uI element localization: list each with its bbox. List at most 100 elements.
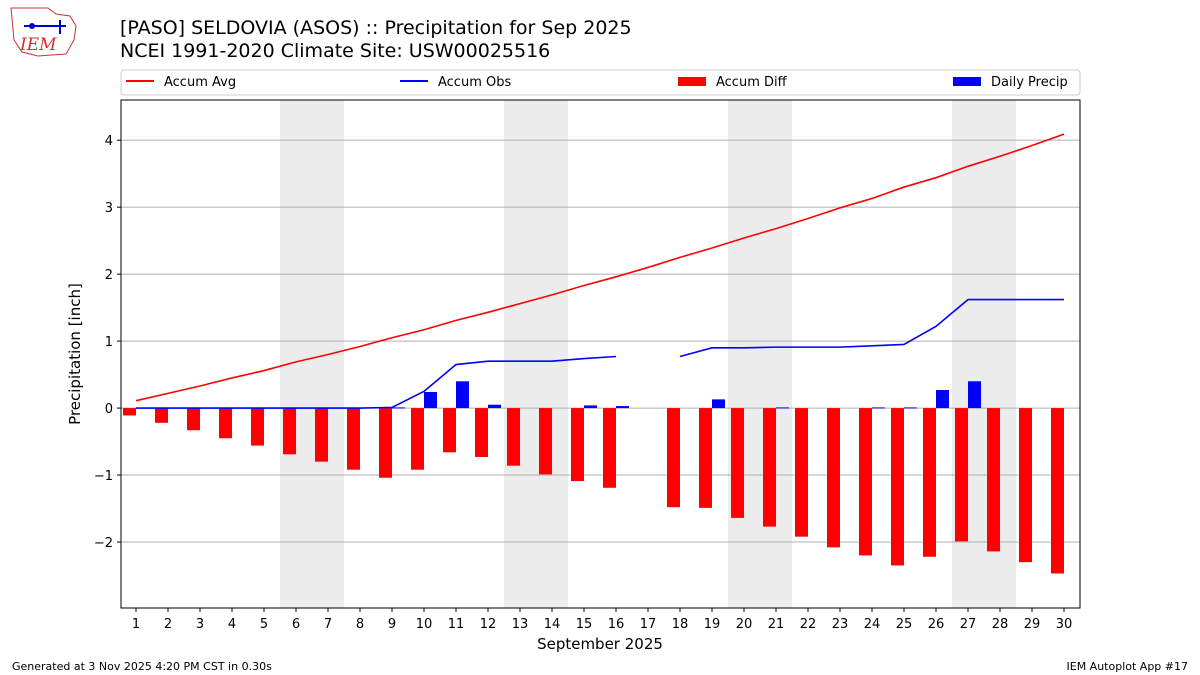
x-tick-label: 8	[356, 617, 364, 632]
accum-obs-line	[136, 355, 617, 409]
x-tick-label: 3	[196, 617, 204, 632]
legend-swatch	[953, 77, 981, 86]
daily-precip-bar	[968, 381, 981, 409]
daily-precip-bar	[904, 407, 917, 409]
weekend-shade	[728, 100, 792, 608]
accum-diff-bar	[891, 408, 904, 566]
accum-diff-bar	[379, 408, 392, 478]
y-axis-label: Precipitation [inch]	[66, 283, 84, 425]
daily-precip-bar	[392, 407, 405, 409]
accum-diff-bar	[411, 408, 424, 470]
y-tick-label: 4	[105, 134, 113, 149]
y-tick-label: 1	[105, 335, 113, 350]
daily-precip-bar	[776, 407, 789, 409]
iem-logo: IEM	[8, 6, 80, 62]
x-tick-label: 13	[512, 617, 529, 632]
app-credit: IEM Autoplot App #17	[1066, 660, 1189, 673]
chart-subtitle: NCEI 1991-2020 Climate Site: USW00025516	[120, 40, 551, 62]
x-tick-label: 14	[544, 617, 561, 632]
x-tick-label: 19	[704, 617, 721, 632]
accum-diff-bar	[571, 408, 584, 482]
x-tick-label: 23	[832, 617, 849, 632]
accum-diff-bar	[827, 408, 840, 548]
weekend-shade	[504, 100, 568, 608]
daily-precip-bar	[872, 407, 885, 409]
x-tick-label: 2	[164, 617, 172, 632]
x-tick-label: 24	[864, 617, 881, 632]
accum-diff-bar	[763, 408, 776, 527]
x-tick-label: 26	[928, 617, 945, 632]
daily-precip-bar	[712, 399, 725, 409]
accum-diff-bar	[603, 408, 616, 488]
accum-avg-line	[135, 133, 1065, 402]
legend	[120, 69, 1081, 96]
legend-label: Accum Avg	[164, 75, 236, 90]
accum-diff-bar	[923, 408, 936, 557]
x-tick-label: 9	[388, 617, 396, 632]
accum-diff-bar	[699, 408, 712, 508]
x-tick-label: 4	[228, 617, 236, 632]
accum-diff-bar	[795, 408, 808, 537]
daily-precip-bar	[456, 381, 469, 409]
x-tick-label: 5	[260, 617, 268, 632]
x-tick-label: 15	[576, 617, 593, 632]
legend-label: Accum Obs	[438, 75, 511, 90]
chart-title: [PASO] SELDOVIA (ASOS) :: Precipitation …	[120, 17, 632, 39]
x-tick-label: 12	[480, 617, 497, 632]
y-tick-label: −2	[94, 536, 113, 551]
accum-diff-bar	[507, 408, 520, 466]
x-tick-label: 28	[992, 617, 1009, 632]
accum-diff-bar	[123, 408, 136, 416]
accum-diff-bar	[667, 408, 680, 508]
x-axis-label: September 2025	[537, 635, 663, 653]
x-tick-label: 7	[324, 617, 332, 632]
x-tick-label: 30	[1056, 617, 1073, 632]
x-tick-label: 18	[672, 617, 689, 632]
accum-diff-bar	[155, 408, 168, 423]
accum-diff-bar	[347, 408, 360, 470]
generated-note: Generated at 3 Nov 2025 4:20 PM CST in 0…	[12, 660, 272, 673]
legend-swatch	[678, 77, 706, 86]
y-tick-label: −1	[94, 469, 113, 484]
x-tick-label: 22	[800, 617, 817, 632]
x-tick-label: 16	[608, 617, 625, 632]
accum-diff-bar	[283, 408, 296, 455]
x-tick-label: 17	[640, 617, 657, 632]
accum-diff-bar	[859, 408, 872, 556]
accum-diff-bar	[443, 408, 456, 453]
accum-diff-bar	[251, 408, 264, 446]
daily-precip-bar	[424, 392, 437, 409]
x-tick-label: 1	[132, 617, 140, 632]
accum-diff-bar	[1019, 408, 1032, 563]
accum-diff-bar	[219, 408, 232, 439]
x-tick-label: 6	[292, 617, 300, 632]
accum-obs-line	[679, 298, 1064, 358]
x-tick-label: 10	[416, 617, 433, 632]
x-tick-label: 29	[1024, 617, 1041, 632]
x-tick-label: 20	[736, 617, 753, 632]
accum-diff-bar	[539, 408, 552, 475]
legend-label: Accum Diff	[716, 75, 788, 90]
accum-diff-bar	[955, 408, 968, 542]
x-tick-label: 11	[448, 617, 465, 632]
accum-diff-bar	[187, 408, 200, 431]
daily-precip-bar	[936, 389, 949, 409]
x-tick-label: 27	[960, 617, 977, 632]
x-tick-label: 25	[896, 617, 913, 632]
daily-precip-bar	[584, 405, 597, 409]
y-tick-label: 0	[105, 402, 113, 417]
legend-label: Daily Precip	[991, 75, 1068, 90]
accum-diff-bar	[1051, 408, 1064, 574]
y-tick-label: 3	[105, 201, 113, 216]
plot-frame	[120, 99, 1081, 609]
daily-precip-bar	[488, 404, 501, 409]
accum-diff-bar	[731, 408, 744, 518]
accum-diff-bar	[987, 408, 1000, 552]
svg-text:IEM: IEM	[19, 35, 57, 55]
daily-precip-bar	[616, 406, 629, 409]
accum-diff-bar	[475, 408, 488, 457]
y-tick-label: 2	[105, 268, 113, 283]
accum-diff-bar	[315, 408, 328, 462]
weekend-shade	[280, 100, 344, 608]
